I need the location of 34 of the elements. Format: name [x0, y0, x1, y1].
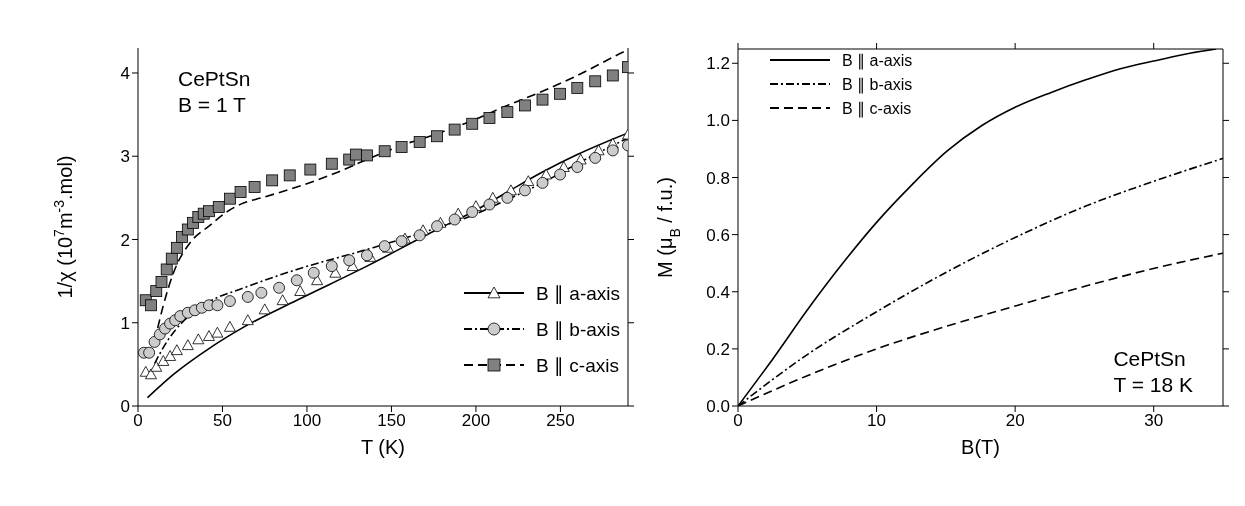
- y-tick-label: 4: [120, 64, 130, 84]
- y-tick-label: 0.4: [706, 282, 730, 302]
- y-tick-label: 1.0: [706, 111, 730, 131]
- legend-label: B ∥ c-axis: [536, 353, 619, 377]
- legend-label: B ∥ b-axis: [842, 74, 913, 94]
- y-tick-label: 0.6: [706, 225, 730, 245]
- y-tick-label: 0.2: [706, 339, 730, 359]
- legend-label: B ∥ b-axis: [536, 317, 620, 341]
- legend-label: B ∥ a-axis: [536, 281, 620, 305]
- x-tick-label: 0: [133, 411, 143, 431]
- x-axis-title: B(T): [961, 436, 1000, 458]
- y-tick-label: 0.0: [706, 397, 730, 417]
- annotation: CePtSn: [178, 66, 251, 92]
- y-tick-label: 0.8: [706, 168, 730, 188]
- y-tick-label: 3: [120, 147, 130, 167]
- x-tick-label: 30: [1144, 411, 1164, 431]
- x-tick-label: 200: [461, 411, 491, 431]
- annotation: CePtSn: [1113, 346, 1187, 372]
- x-tick-label: 250: [546, 411, 575, 431]
- y-tick-label: 1: [120, 313, 130, 333]
- x-axis-title: T (K): [360, 436, 406, 458]
- x-tick-label: 0: [733, 411, 743, 431]
- annotation: B = 1 T: [178, 92, 247, 118]
- annotation: T = 18 K: [1113, 372, 1193, 398]
- legend-label: B ∥ c-axis: [842, 98, 912, 118]
- x-tick-label: 150: [377, 411, 406, 431]
- x-tick-label: 10: [867, 411, 887, 431]
- x-tick-label: 20: [1005, 411, 1025, 431]
- y-tick-label: 0: [120, 397, 130, 417]
- x-tick-label: 100: [292, 411, 322, 431]
- legend-label: B ∥ a-axis: [842, 50, 913, 70]
- y-tick-label: 1.2: [706, 54, 730, 74]
- y-tick-label: 2: [120, 230, 130, 250]
- x-tick-label: 50: [213, 411, 232, 431]
